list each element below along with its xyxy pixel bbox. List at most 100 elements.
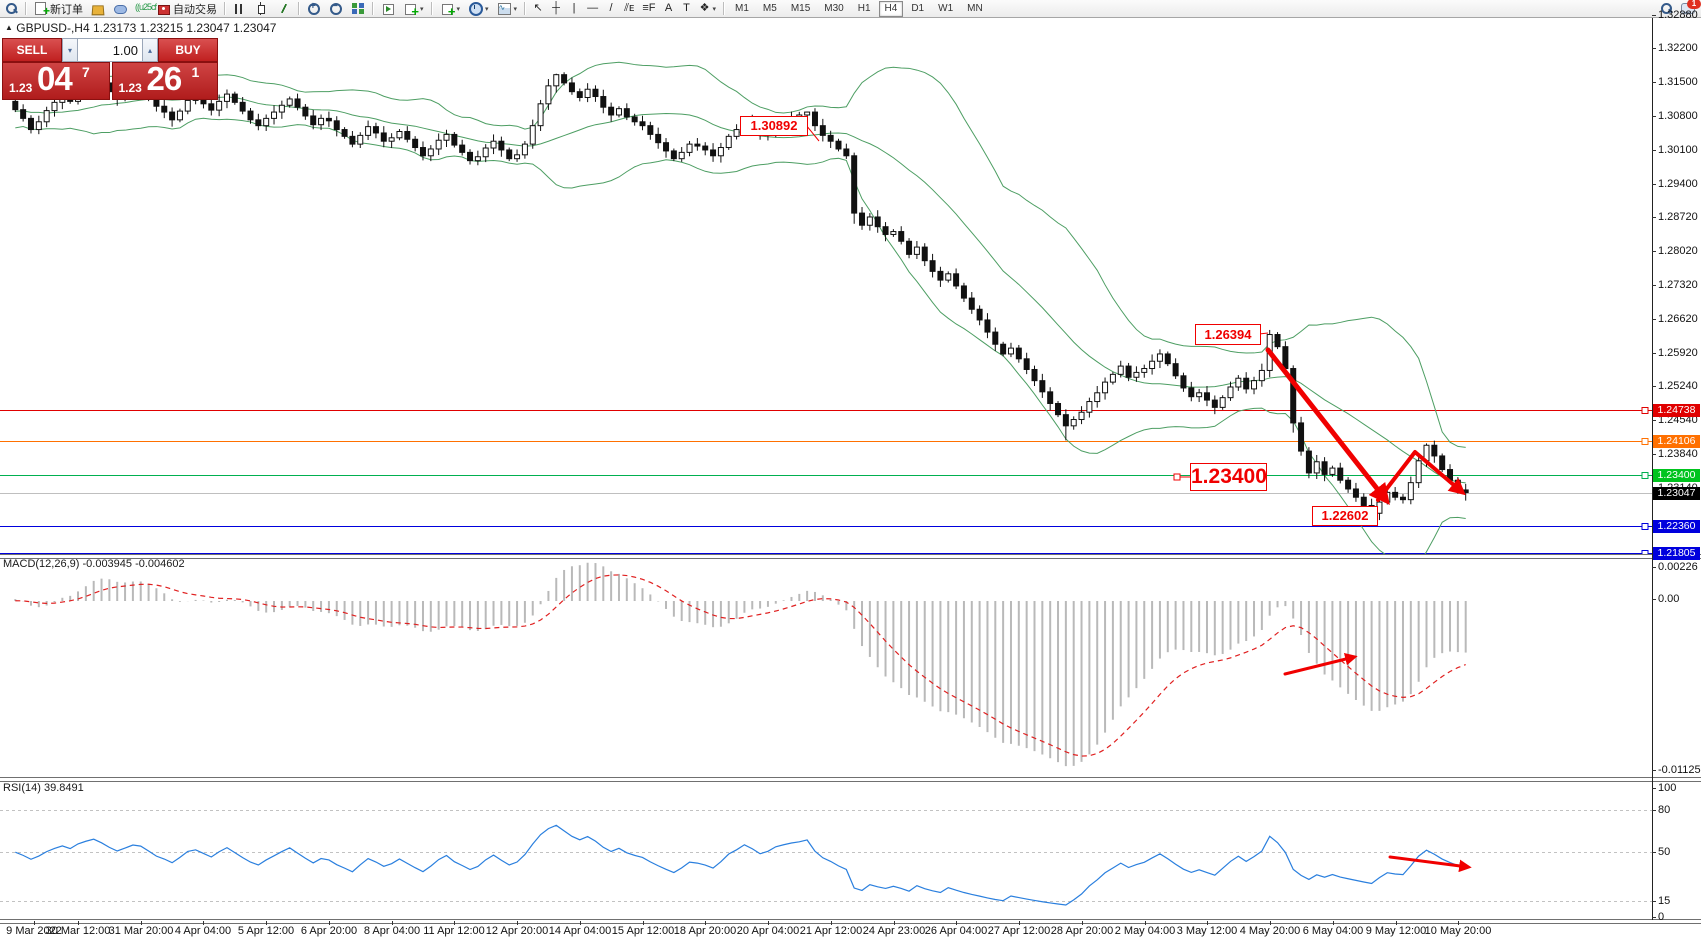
- price-annotation-1-30892[interactable]: 1.30892: [740, 116, 808, 136]
- autotrading-button-label: 自动交易: [173, 3, 217, 16]
- template-icon[interactable]: ▾: [493, 0, 522, 17]
- arrows-icon[interactable]: ❖ ▾: [696, 0, 721, 17]
- label-icon[interactable]: T: [678, 0, 696, 17]
- timeframe-w1-button[interactable]: W1: [938, 2, 954, 14]
- buy-price-tile[interactable]: 1.23 26 1: [111, 60, 218, 100]
- sell-price-prefix: 1.23: [9, 81, 33, 95]
- time-axis-label: 4 Apr 04:00: [174, 925, 232, 937]
- timeframe-mn-button[interactable]: MN: [967, 2, 983, 14]
- strategy-tester-icon[interactable]: [377, 0, 399, 17]
- chat-icon[interactable]: 1: [1681, 0, 1701, 15]
- volume-input[interactable]: [78, 38, 142, 62]
- price-tick-label: 1.28020: [1658, 245, 1698, 257]
- channel-icon[interactable]: ⫽ᴇ: [620, 0, 638, 17]
- magnifier-icon[interactable]: [0, 0, 22, 17]
- rsi-axis-label: 50: [1658, 846, 1671, 858]
- timeframe-h4-button[interactable]: H4: [878, 0, 904, 17]
- time-axis-label: 3 May 12:00: [1176, 925, 1238, 937]
- cursor-icon[interactable]: ↖: [529, 0, 547, 17]
- timeframe-d1-button[interactable]: D1: [911, 2, 925, 14]
- line-chart-icon[interactable]: [273, 0, 295, 17]
- panel-separator-macd[interactable]: [0, 554, 1701, 559]
- time-axis-label: 31 Mar 20:00: [108, 925, 174, 937]
- rsi-tick: [1652, 917, 1656, 918]
- price-axis-line: [1652, 18, 1653, 920]
- crosshair-icon[interactable]: ┼: [547, 0, 565, 17]
- zoom-out-icon[interactable]: [325, 0, 347, 17]
- dropdown-arrow-icon[interactable]: ▾: [420, 5, 424, 13]
- toolbar-separator: [723, 2, 726, 15]
- sell-price-big: 04: [37, 60, 73, 97]
- period-icon: [468, 2, 484, 16]
- timeframe-m1-button[interactable]: M1: [735, 2, 749, 14]
- buy-button[interactable]: BUY: [158, 38, 218, 62]
- time-axis-label: 10 May 20:00: [1424, 925, 1492, 937]
- timeframe-m15-button[interactable]: M15: [790, 2, 811, 14]
- notification-badge: 1: [1687, 0, 1701, 9]
- price-tick-label: 1.32200: [1658, 42, 1698, 54]
- bar-chart-icon[interactable]: [229, 0, 251, 17]
- line-chart-icon: [277, 2, 291, 15]
- text-icon[interactable]: A: [660, 0, 678, 17]
- time-axis-label: 27 Apr 12:00: [987, 925, 1051, 937]
- price-tick: [1652, 184, 1656, 185]
- rsi-axis-label: 80: [1658, 804, 1671, 816]
- new-chart-icon[interactable]: ▾: [399, 0, 428, 19]
- timeframe-h1-button[interactable]: H1: [857, 2, 871, 14]
- price-tick: [1652, 15, 1656, 16]
- toolbar-separator: [372, 2, 374, 15]
- price-annotation-1-22602[interactable]: 1.22602: [1312, 506, 1378, 526]
- period-icon[interactable]: ▾: [464, 0, 493, 17]
- rsi-axis-label: 15: [1658, 895, 1671, 907]
- rsi-tick: [1652, 810, 1656, 811]
- rsi-tick: [1652, 788, 1656, 789]
- dropdown-arrow-icon[interactable]: ▾: [712, 5, 717, 13]
- macd-tick: [1652, 567, 1656, 568]
- signals-icon[interactable]: [131, 0, 156, 17]
- horizontal-level-lines[interactable]: [0, 407, 1652, 557]
- buy-price-sup: 1: [191, 64, 200, 80]
- panel-separator-rsi[interactable]: [0, 777, 1701, 782]
- search-icon[interactable]: [1659, 2, 1673, 15]
- price-tick-label: 1.30800: [1658, 110, 1698, 122]
- new-order-button[interactable]: 新订单: [30, 0, 87, 18]
- horizontal-line-icon[interactable]: —: [583, 0, 602, 17]
- drawn-arrows[interactable]: [1265, 347, 1472, 873]
- crosshair-icon: ┼: [552, 2, 560, 14]
- dropdown-arrow-icon[interactable]: ▾: [485, 5, 489, 13]
- macd-label: MACD(12,26,9) -0.003945 -0.004602: [3, 558, 185, 570]
- price-tick: [1652, 82, 1656, 83]
- magnifier-icon: [4, 2, 18, 15]
- toolbar-separator: [224, 2, 226, 15]
- market-depth-icon[interactable]: [109, 0, 131, 17]
- zoom-in-icon[interactable]: [303, 0, 325, 17]
- trendline-icon[interactable]: /: [602, 0, 620, 17]
- time-tick: [1458, 921, 1459, 925]
- timeframe-m5-button[interactable]: M5: [762, 2, 777, 14]
- candlestick-chart-icon[interactable]: [251, 0, 273, 17]
- volume-decrease-button[interactable]: ▾: [61, 38, 78, 62]
- dropdown-arrow-icon[interactable]: ▾: [456, 5, 461, 13]
- sell-price-tile[interactable]: 1.23 04 7: [2, 60, 110, 100]
- timeframe-m30-button[interactable]: M30: [824, 2, 844, 14]
- buy-price-big: 26: [146, 60, 183, 97]
- volume-increase-button[interactable]: ▴: [142, 38, 159, 62]
- toolbar-separator: [430, 2, 433, 15]
- sell-button[interactable]: SELL: [2, 38, 62, 62]
- fibonacci-icon[interactable]: ≡F: [638, 0, 659, 17]
- autotrading-button[interactable]: 自动交易: [153, 0, 221, 17]
- price-badge-1-23047: 1.23047: [1653, 487, 1700, 500]
- price-annotation-1-26394[interactable]: 1.26394: [1195, 324, 1261, 345]
- vertical-line-icon[interactable]: |: [565, 0, 583, 17]
- indicators-icon[interactable]: ▾: [436, 0, 465, 19]
- time-tick: [329, 921, 330, 925]
- strategy-tester-icon: [381, 2, 395, 15]
- tile-windows-icon[interactable]: [347, 0, 369, 17]
- market-depth-icon: [113, 2, 127, 15]
- price-tick-label: 1.29400: [1658, 178, 1698, 190]
- price-annotation-1-23400[interactable]: 1.23400: [1190, 463, 1267, 491]
- dropdown-arrow-icon[interactable]: ▾: [513, 5, 518, 13]
- template-icon: [497, 2, 511, 15]
- toolbar-separator: [25, 2, 27, 15]
